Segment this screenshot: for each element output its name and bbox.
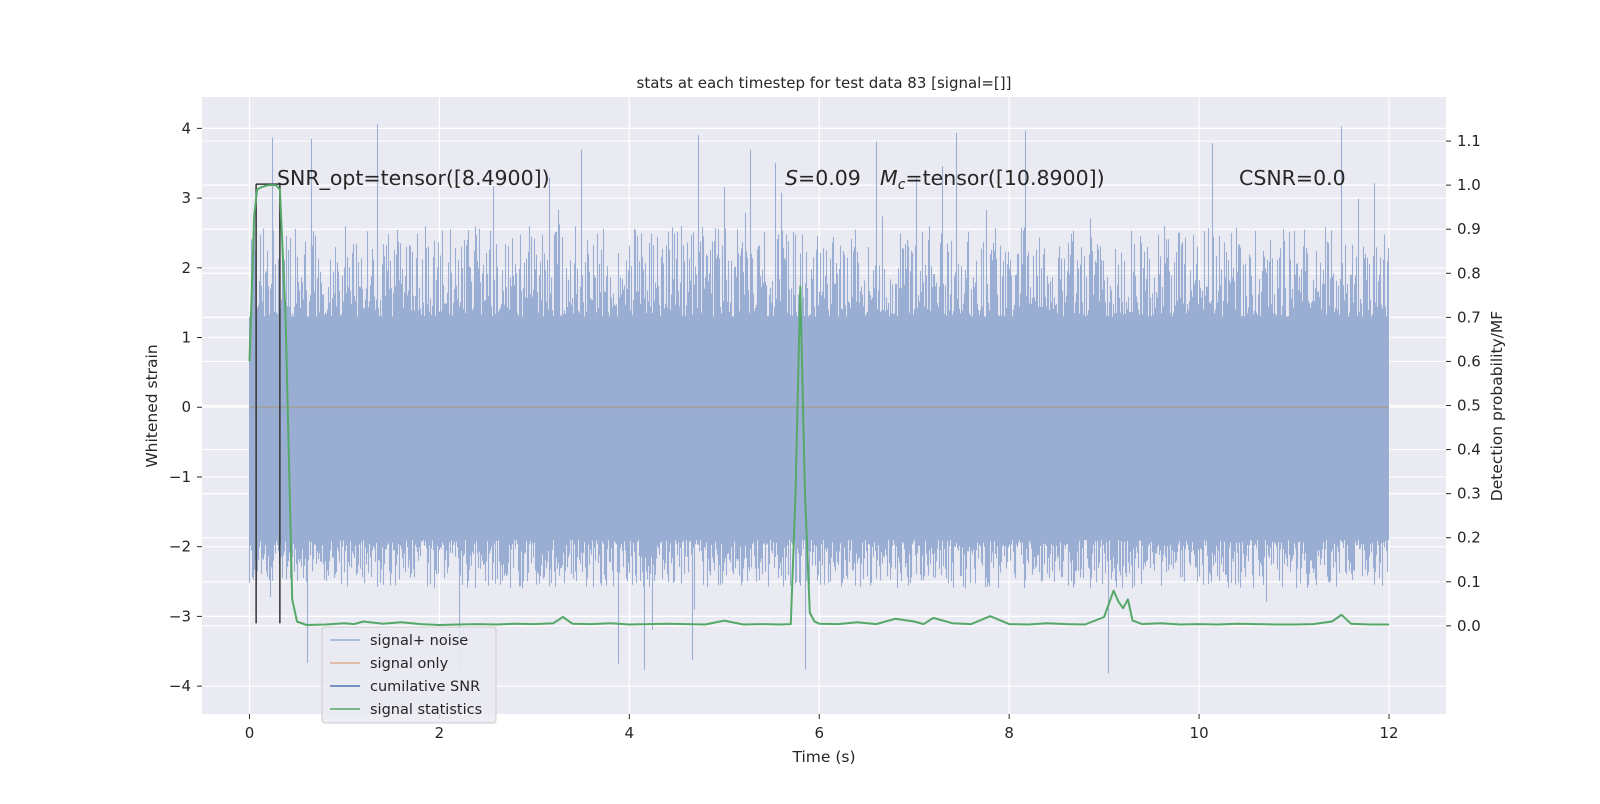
legend-label-signal-noise: signal+ noise [370, 633, 468, 649]
legend-label-signal-only: signal only [370, 656, 449, 672]
legend-label-signal-statistics: signal statistics [370, 702, 482, 718]
annotation-s-group: S=0.09 [785, 166, 861, 190]
annotation-mc-value: =tensor([10.8900]) [905, 166, 1104, 190]
x-tick-label: 4 [625, 724, 635, 742]
x-tick-label: 6 [814, 724, 824, 742]
y-axis-label-left: Whitened strain [143, 344, 161, 467]
y-tick-label-right: 0.1 [1457, 573, 1481, 591]
annotation-mc-group: Mc=tensor([10.8900]) [880, 166, 1105, 193]
annotation-csnr: CSNR=0.0 [1239, 166, 1346, 190]
y-tick-label-right: 0.9 [1457, 220, 1481, 238]
annotation-mc-symbol: M [880, 166, 898, 190]
annotation-snr-opt: SNR_opt=tensor([8.4900]) [277, 166, 550, 191]
x-tick-label: 8 [1004, 724, 1014, 742]
y-tick-label-right: 0.7 [1457, 308, 1481, 326]
y-tick-label-right: 1.1 [1457, 132, 1481, 150]
y-tick-label-left: 2 [181, 259, 191, 277]
series-signal-noise [248, 124, 1390, 674]
series-signal-statistics [248, 184, 1389, 626]
x-tick-label: 10 [1190, 724, 1209, 742]
chart-title: stats at each timestep for test data 83 … [637, 74, 1012, 92]
y-tick-label-right: 0.4 [1457, 441, 1481, 459]
y-tick-label-right: 0.3 [1457, 485, 1481, 503]
annotation-s-value: =0.09 [798, 166, 861, 190]
x-tick-label: 12 [1379, 724, 1398, 742]
annotation-s-symbol: S [785, 166, 798, 190]
annotation-mc-subscript: c [898, 177, 906, 193]
y-tick-label-right: 0.5 [1457, 397, 1481, 415]
y-tick-label-right: 0.8 [1457, 264, 1481, 282]
y-tick-label-left: 1 [181, 329, 191, 347]
y-tick-label-left: −3 [169, 607, 191, 625]
y-axis-label-right: Detection probability/MF [1488, 311, 1506, 502]
y-tick-label-right: 1.0 [1457, 176, 1481, 194]
legend: signal+ noise signal only cumilative SNR… [321, 626, 497, 724]
y-tick-label-left: −4 [169, 677, 191, 695]
x-axis-label: Time (s) [791, 748, 855, 766]
legend-label-cumilative-snr: cumilative SNR [370, 679, 480, 695]
y-tick-label-right: 0.2 [1457, 529, 1481, 547]
y-tick-label-left: 0 [181, 398, 191, 416]
y-tick-label-left: 3 [181, 189, 191, 207]
y-tick-label-left: 4 [181, 119, 191, 137]
legend-box [321, 626, 497, 724]
signal-statistics-line [248, 184, 1389, 626]
y-tick-label-right: 0.0 [1457, 617, 1481, 635]
y-tick-label-left: −2 [169, 538, 191, 556]
x-tick-label: 0 [245, 724, 255, 742]
series-layer [248, 124, 1390, 674]
y-tick-label-right: 0.6 [1457, 352, 1481, 370]
ticks: 0 2 4 6 8 10 12−4−3−2−1012340.00.10.20.30.40.5… [169, 119, 1481, 742]
y-tick-label-left: −1 [169, 468, 191, 486]
x-tick-label: 2 [435, 724, 445, 742]
